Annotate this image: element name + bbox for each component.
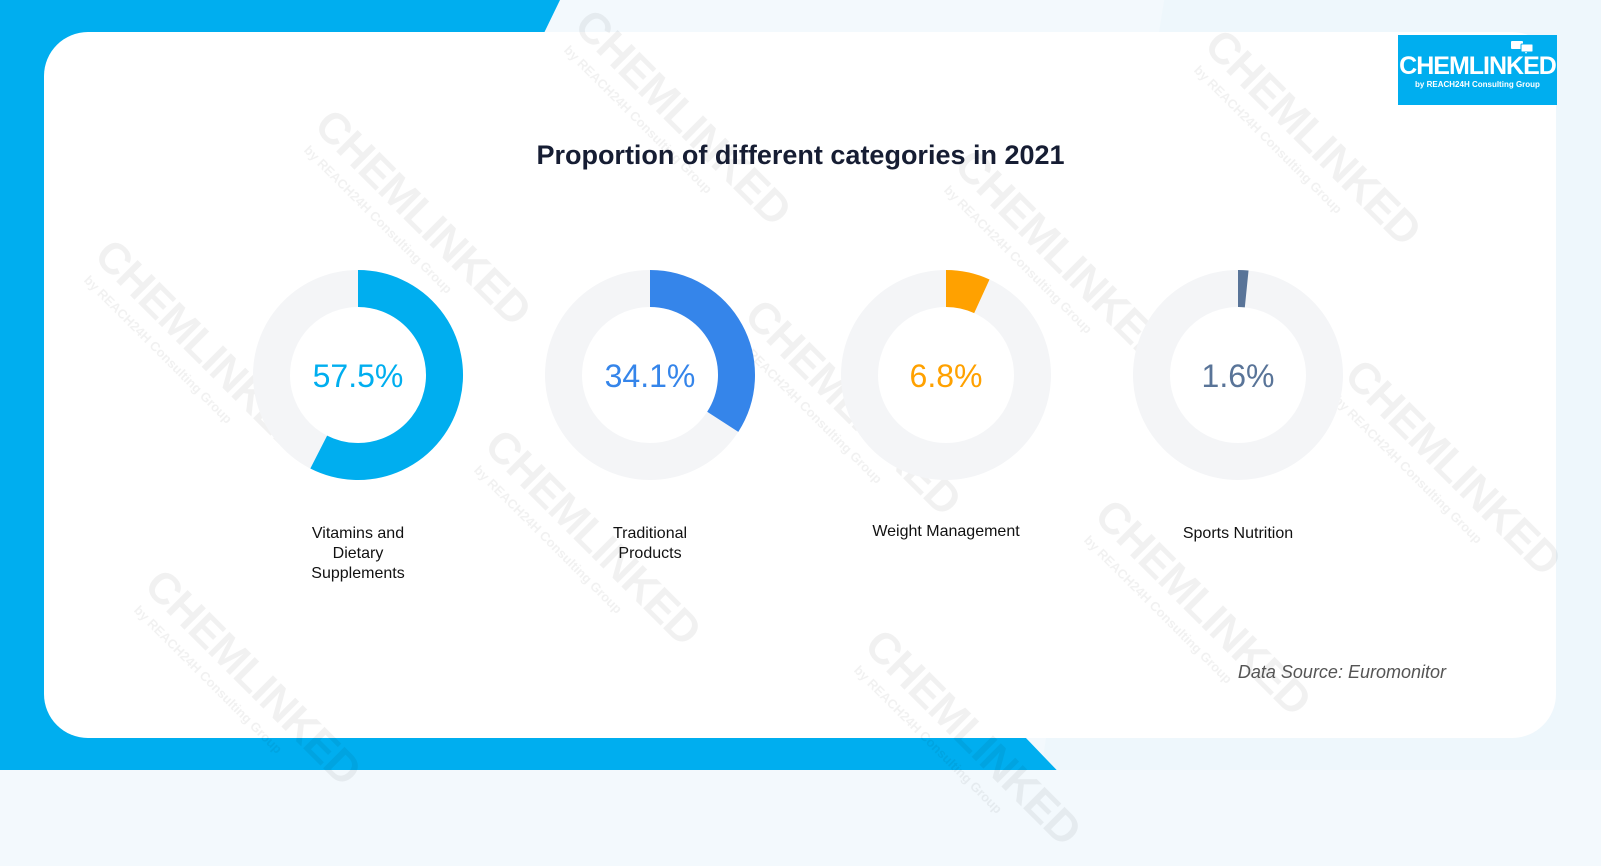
donut-value-label: 34.1% xyxy=(605,358,696,394)
category-label-line: Supplements xyxy=(248,564,468,584)
donut-slice xyxy=(946,289,982,297)
category-label-line: Vitamins and xyxy=(248,524,468,544)
category-label: Sports Nutrition xyxy=(1128,524,1348,544)
category-label-line: Traditional xyxy=(540,524,760,544)
donut-chart: 1.6% xyxy=(1152,289,1325,462)
donut-slice xyxy=(650,289,737,422)
donut-chart: 6.8% xyxy=(860,289,1033,462)
data-source: Data Source: Euromonitor xyxy=(1160,662,1446,683)
donut-charts: 57.5% 34.1% 6.8% 1.6% xyxy=(0,0,1601,770)
donut-value-label: 57.5% xyxy=(313,358,404,394)
category-label: Weight Management xyxy=(836,522,1056,542)
category-label-line: Weight Management xyxy=(836,522,1056,542)
donut-chart: 57.5% xyxy=(272,289,445,462)
donut-chart: 34.1% xyxy=(564,289,737,462)
category-label-line: Sports Nutrition xyxy=(1128,524,1348,544)
donut-value-label: 6.8% xyxy=(910,358,983,394)
category-label-line: Dietary xyxy=(248,544,468,564)
donut-value-label: 1.6% xyxy=(1202,358,1275,394)
category-label-line: Products xyxy=(540,544,760,564)
